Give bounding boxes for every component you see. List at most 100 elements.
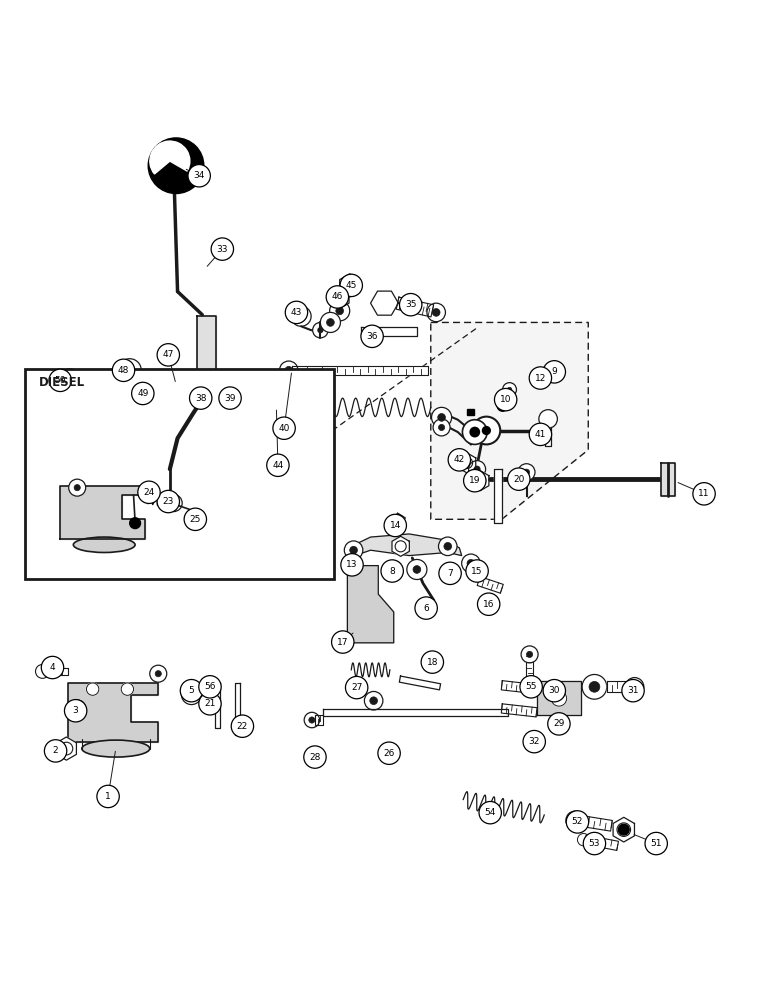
Circle shape xyxy=(130,518,141,529)
Circle shape xyxy=(523,730,545,753)
Polygon shape xyxy=(45,668,68,675)
Circle shape xyxy=(521,646,538,663)
Circle shape xyxy=(520,676,542,698)
Polygon shape xyxy=(501,704,537,717)
Circle shape xyxy=(422,651,443,673)
Circle shape xyxy=(195,389,204,398)
Circle shape xyxy=(55,386,61,392)
Circle shape xyxy=(150,665,167,682)
Ellipse shape xyxy=(73,537,135,552)
Text: 17: 17 xyxy=(337,638,348,647)
Polygon shape xyxy=(347,566,394,643)
Circle shape xyxy=(131,382,154,405)
Circle shape xyxy=(181,685,201,705)
Circle shape xyxy=(584,832,605,855)
Circle shape xyxy=(69,479,86,496)
Text: 51: 51 xyxy=(651,839,662,848)
Circle shape xyxy=(518,464,535,481)
Polygon shape xyxy=(388,513,405,533)
Text: 5: 5 xyxy=(188,686,195,695)
Polygon shape xyxy=(607,681,633,692)
Circle shape xyxy=(582,674,607,699)
Bar xyxy=(201,380,212,411)
Text: 54: 54 xyxy=(485,808,496,817)
Polygon shape xyxy=(613,817,635,842)
Text: 32: 32 xyxy=(529,737,540,746)
Polygon shape xyxy=(577,815,612,831)
Circle shape xyxy=(693,483,715,505)
Circle shape xyxy=(378,742,400,764)
Text: 29: 29 xyxy=(554,719,564,728)
Circle shape xyxy=(273,417,295,439)
Polygon shape xyxy=(56,737,76,760)
Text: 28: 28 xyxy=(310,753,320,762)
Polygon shape xyxy=(340,274,360,297)
Circle shape xyxy=(340,274,363,297)
Circle shape xyxy=(137,481,160,503)
Circle shape xyxy=(320,312,340,332)
Circle shape xyxy=(345,676,368,699)
Polygon shape xyxy=(166,407,198,416)
Circle shape xyxy=(621,679,644,702)
Text: 1: 1 xyxy=(105,792,111,801)
Text: 8: 8 xyxy=(389,567,395,576)
Circle shape xyxy=(65,375,74,384)
Circle shape xyxy=(438,537,457,556)
Circle shape xyxy=(497,400,508,411)
Circle shape xyxy=(566,811,584,830)
Circle shape xyxy=(400,293,422,316)
Circle shape xyxy=(330,301,350,321)
Wedge shape xyxy=(150,141,190,174)
Circle shape xyxy=(118,359,141,382)
Circle shape xyxy=(188,165,210,187)
Circle shape xyxy=(155,671,161,677)
Polygon shape xyxy=(197,316,216,423)
Text: 50: 50 xyxy=(55,376,66,385)
Circle shape xyxy=(148,401,168,421)
Text: 44: 44 xyxy=(273,461,283,470)
Circle shape xyxy=(103,376,110,383)
Polygon shape xyxy=(548,682,564,701)
Circle shape xyxy=(190,387,212,409)
Polygon shape xyxy=(235,683,240,735)
Polygon shape xyxy=(351,534,462,556)
Circle shape xyxy=(507,387,512,392)
Circle shape xyxy=(448,449,470,471)
Circle shape xyxy=(466,560,488,582)
Text: 31: 31 xyxy=(628,686,638,695)
Circle shape xyxy=(589,681,600,692)
Circle shape xyxy=(571,817,579,824)
Circle shape xyxy=(285,366,293,374)
Text: 2: 2 xyxy=(52,746,59,755)
Circle shape xyxy=(157,490,179,513)
Circle shape xyxy=(384,514,406,537)
Text: 27: 27 xyxy=(351,683,362,692)
Circle shape xyxy=(523,469,530,475)
Circle shape xyxy=(479,801,502,824)
Circle shape xyxy=(74,485,80,491)
Circle shape xyxy=(529,423,551,446)
Text: 53: 53 xyxy=(589,839,600,848)
Text: 41: 41 xyxy=(535,430,546,439)
Circle shape xyxy=(44,740,66,762)
Circle shape xyxy=(407,559,427,580)
Text: 6: 6 xyxy=(423,604,429,613)
Circle shape xyxy=(551,691,567,706)
Circle shape xyxy=(199,676,222,698)
Text: DIESEL: DIESEL xyxy=(39,376,85,389)
Text: 21: 21 xyxy=(205,699,215,708)
Circle shape xyxy=(577,834,590,846)
Polygon shape xyxy=(392,536,409,556)
Text: 47: 47 xyxy=(163,350,174,359)
Circle shape xyxy=(198,685,216,704)
Circle shape xyxy=(467,559,475,567)
Circle shape xyxy=(432,407,452,427)
Bar xyxy=(25,369,334,579)
Circle shape xyxy=(171,500,177,506)
Circle shape xyxy=(438,414,445,421)
Text: 16: 16 xyxy=(483,600,494,609)
Circle shape xyxy=(166,374,186,394)
Text: 18: 18 xyxy=(427,658,438,667)
Text: 9: 9 xyxy=(551,367,557,376)
Circle shape xyxy=(317,327,323,333)
